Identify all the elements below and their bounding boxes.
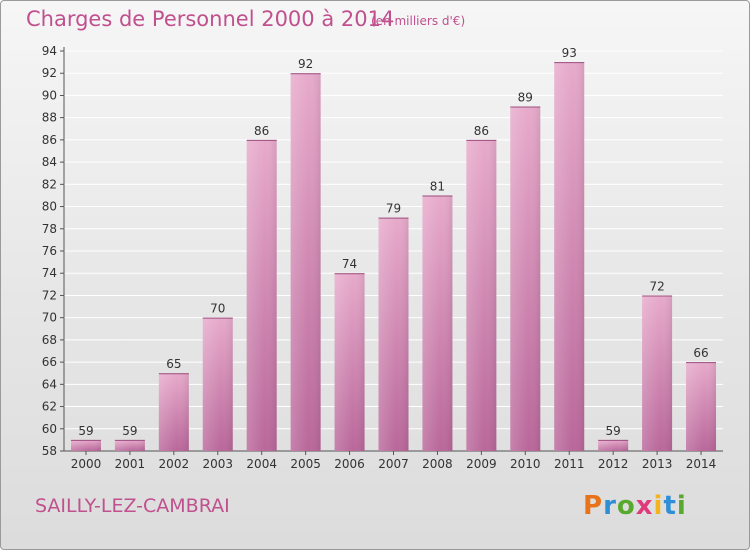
x-tick-label: 2009 xyxy=(466,457,497,471)
data-label: 79 xyxy=(386,202,401,216)
location-name: SAILLY-LEZ-CAMBRAI xyxy=(35,495,230,517)
data-label: 89 xyxy=(518,91,533,105)
y-tick-label: 60 xyxy=(42,422,57,436)
y-tick-label: 88 xyxy=(42,111,57,125)
x-tick-label: 2002 xyxy=(159,457,190,471)
y-tick-label: 94 xyxy=(42,44,57,58)
bar-shade xyxy=(334,273,365,451)
logo-letter: o xyxy=(616,491,636,521)
y-tick-label: 70 xyxy=(42,311,57,325)
chart-subtitle: (en milliers d'€) xyxy=(371,14,466,28)
y-tick-label: 86 xyxy=(42,133,57,147)
logo-letter: i xyxy=(653,491,664,521)
bar-shade xyxy=(202,317,233,451)
logo-letter: r xyxy=(603,491,617,521)
y-tick-label: 92 xyxy=(42,66,57,80)
data-label: 59 xyxy=(606,424,621,438)
data-label: 81 xyxy=(430,179,445,193)
x-tick-label: 2010 xyxy=(510,457,541,471)
x-tick-label: 2006 xyxy=(334,457,365,471)
y-tick-label: 90 xyxy=(42,88,57,102)
y-tick-label: 78 xyxy=(42,222,57,236)
data-label: 65 xyxy=(166,357,181,371)
data-label: 86 xyxy=(254,124,269,138)
bar-shade xyxy=(466,139,497,451)
x-tick-label: 2012 xyxy=(598,457,629,471)
bar-shade xyxy=(686,362,717,451)
data-labels: 59 59 65 70 86 92 74 79 81 86 89 93 59 72 66 xyxy=(78,46,708,438)
x-tick-label: 2011 xyxy=(554,457,585,471)
proxiti-logo: Proxiti xyxy=(583,491,687,521)
logo-letter: i xyxy=(676,491,687,521)
bars xyxy=(70,62,717,452)
logo-letter: t xyxy=(663,491,677,521)
y-tick-label: 74 xyxy=(42,266,57,280)
y-tick-label: 80 xyxy=(42,200,57,214)
data-label: 59 xyxy=(78,424,93,438)
bar-shade xyxy=(246,139,277,451)
data-label: 92 xyxy=(298,57,313,71)
chart-title: Charges de Personnel 2000 à 2014 xyxy=(26,7,395,31)
data-label: 66 xyxy=(693,346,708,360)
data-label: 59 xyxy=(122,424,137,438)
x-tick-label: 2013 xyxy=(642,457,673,471)
bar-shade xyxy=(158,373,189,451)
x-tick-label: 2014 xyxy=(686,457,717,471)
bar-shade xyxy=(114,439,145,451)
data-label: 70 xyxy=(210,302,225,316)
data-label: 72 xyxy=(649,279,664,293)
data-label: 93 xyxy=(562,46,577,60)
y-tick-label: 58 xyxy=(42,444,57,458)
y-tick-label: 64 xyxy=(42,377,57,391)
bar-shade xyxy=(598,439,629,451)
y-tick-label: 72 xyxy=(42,288,57,302)
data-label: 74 xyxy=(342,257,357,271)
x-tick-label: 2000 xyxy=(71,457,102,471)
bar-shade xyxy=(290,73,321,451)
x-tick-label: 2005 xyxy=(290,457,321,471)
x-tick-label: 2008 xyxy=(422,457,453,471)
bar-shade xyxy=(422,195,453,451)
y-tick-labels: 58 60 62 64 66 68 70 72 74 76 78 80 82 84 86 88 90 92 94 xyxy=(42,44,57,458)
bar-shade xyxy=(378,217,409,451)
logo-letter: x xyxy=(635,491,654,521)
x-tick-label: 2003 xyxy=(202,457,233,471)
y-tick-label: 62 xyxy=(42,400,57,414)
data-label: 86 xyxy=(474,124,489,138)
y-tick-label: 82 xyxy=(42,177,57,191)
bar-shade xyxy=(554,62,585,451)
x-tick-labels: 2000 2001 2002 2003 2004 2005 2006 2007 2008 2009… xyxy=(71,457,717,471)
bar-shade xyxy=(70,439,101,451)
y-tick-label: 68 xyxy=(42,333,57,347)
x-tick-label: 2001 xyxy=(115,457,146,471)
logo-letter: P xyxy=(583,491,604,521)
bar-shade xyxy=(510,106,541,452)
y-tick-label: 76 xyxy=(42,244,57,258)
x-tick-label: 2007 xyxy=(378,457,409,471)
y-tick-label: 84 xyxy=(42,155,57,169)
y-tick-label: 66 xyxy=(42,355,57,369)
bar-shade xyxy=(642,295,673,451)
x-tick-label: 2004 xyxy=(246,457,277,471)
